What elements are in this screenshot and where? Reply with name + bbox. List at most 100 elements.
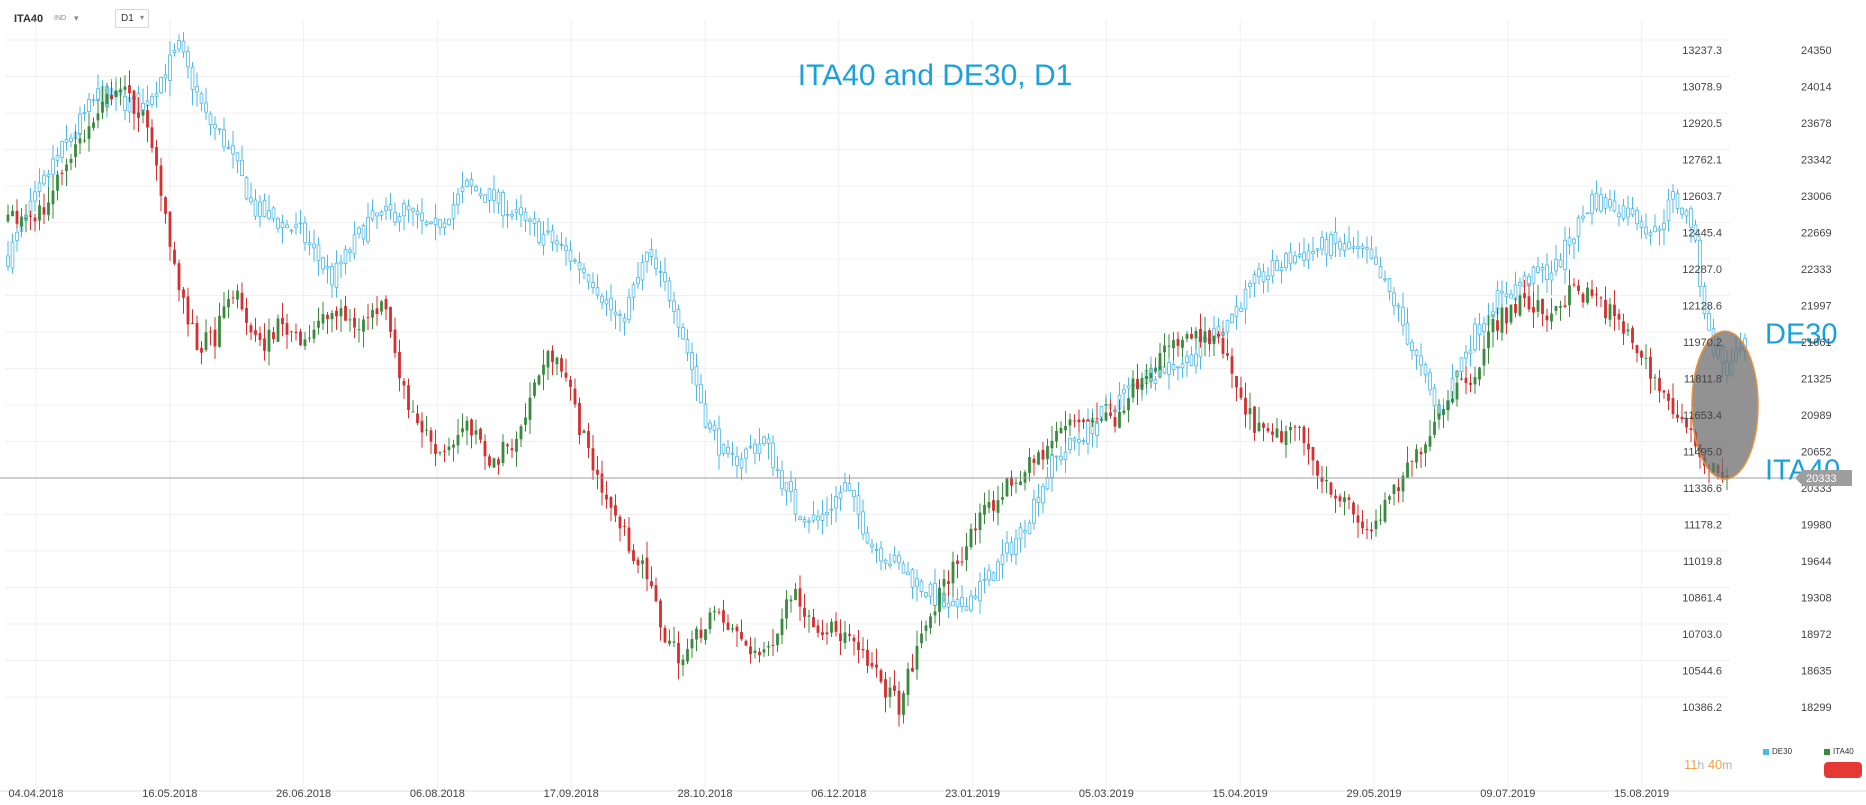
candle-body bbox=[1626, 329, 1630, 332]
candle-body bbox=[712, 424, 717, 431]
candle-body bbox=[1225, 319, 1230, 333]
candle-body bbox=[1505, 307, 1508, 324]
candle-body bbox=[708, 422, 712, 429]
candle-body bbox=[438, 452, 442, 454]
candle-body bbox=[870, 663, 874, 667]
candle-body bbox=[785, 599, 788, 619]
candle-body bbox=[519, 207, 523, 216]
candle-body bbox=[429, 430, 433, 442]
candle-body bbox=[591, 282, 595, 288]
candle-body bbox=[1581, 293, 1585, 303]
candle-body bbox=[884, 679, 887, 698]
candle-body bbox=[861, 511, 865, 535]
candle-body bbox=[222, 129, 226, 148]
candle-body bbox=[1360, 245, 1365, 249]
candle-body bbox=[654, 585, 658, 602]
candle-body bbox=[1693, 224, 1698, 241]
candle-body bbox=[528, 219, 532, 222]
candle-body bbox=[1595, 294, 1598, 296]
sell-button[interactable] bbox=[1824, 762, 1862, 778]
candle-body bbox=[1095, 418, 1099, 420]
candle-body bbox=[753, 443, 757, 454]
candle-body bbox=[33, 217, 37, 222]
candle-body bbox=[1554, 258, 1558, 272]
symbol-chevron-down-icon[interactable]: ▾ bbox=[74, 13, 79, 23]
candle-body bbox=[699, 383, 703, 404]
candle-body bbox=[1351, 246, 1356, 249]
candle-body bbox=[1419, 451, 1423, 455]
candle-body bbox=[1401, 306, 1405, 326]
candle-body bbox=[1320, 476, 1324, 482]
candle-body bbox=[776, 633, 779, 646]
candle-body bbox=[1662, 390, 1666, 393]
candle-body bbox=[515, 438, 518, 452]
candle-body bbox=[15, 210, 19, 224]
candle-body bbox=[1590, 289, 1594, 296]
candle-body bbox=[276, 217, 280, 229]
candle-body bbox=[249, 325, 253, 333]
candle-body bbox=[1428, 372, 1432, 391]
candle-body bbox=[1675, 193, 1680, 209]
candle-body bbox=[1145, 376, 1148, 379]
candle-body bbox=[703, 403, 708, 428]
candle-body bbox=[1122, 388, 1126, 394]
candle-body bbox=[393, 211, 397, 223]
candle-body bbox=[456, 434, 460, 446]
candle-body bbox=[55, 155, 60, 161]
candle-body bbox=[1284, 431, 1288, 446]
candle-body bbox=[533, 382, 536, 396]
y-left-tick-label: 12920.5 bbox=[1682, 118, 1722, 130]
candle-body bbox=[465, 420, 469, 431]
candle-body bbox=[1585, 212, 1590, 215]
candle-body bbox=[1365, 529, 1369, 531]
candle-body bbox=[1369, 248, 1374, 259]
candle-body bbox=[1388, 496, 1391, 500]
candle-body bbox=[366, 217, 370, 243]
candle-body bbox=[1540, 267, 1545, 271]
y-left-tick-label: 10703.0 bbox=[1682, 629, 1722, 641]
candle-body bbox=[1298, 426, 1301, 428]
candle-body bbox=[713, 611, 716, 613]
candle-body bbox=[123, 86, 127, 90]
candle-body bbox=[208, 113, 213, 125]
candle-body bbox=[1189, 354, 1194, 367]
candle-body bbox=[1334, 495, 1337, 499]
candle-body bbox=[875, 664, 878, 668]
candle-body bbox=[1068, 419, 1072, 426]
candle-body bbox=[1324, 238, 1329, 255]
candle-body bbox=[879, 547, 883, 562]
candle-body bbox=[838, 492, 843, 499]
y-left-tick-label: 11336.6 bbox=[1683, 483, 1722, 495]
candle-body bbox=[1509, 293, 1513, 299]
candle-body bbox=[1194, 330, 1198, 339]
candle-body bbox=[902, 693, 905, 715]
candle-body bbox=[352, 234, 357, 255]
candle-body bbox=[442, 222, 447, 228]
candle-body bbox=[974, 528, 977, 531]
candle-body bbox=[1707, 313, 1711, 331]
y-left-tick-label: 10861.4 bbox=[1682, 593, 1722, 605]
candle-body bbox=[1603, 197, 1608, 209]
candle-body bbox=[1181, 339, 1184, 348]
candle-body bbox=[478, 192, 483, 197]
candle-body bbox=[1685, 419, 1688, 428]
candle-body bbox=[1415, 449, 1418, 463]
y-left-tick-label: 11653.4 bbox=[1683, 410, 1722, 422]
candle-body bbox=[78, 113, 82, 135]
candle-body bbox=[173, 249, 176, 264]
candle-body bbox=[1572, 284, 1576, 286]
timeframe-select[interactable]: D1 ▾ bbox=[115, 9, 149, 28]
candle-body bbox=[757, 443, 762, 454]
candle-body bbox=[497, 459, 500, 465]
candle-body bbox=[807, 520, 811, 523]
candle-body bbox=[1514, 304, 1517, 313]
candle-body bbox=[1374, 256, 1378, 265]
candle-body bbox=[559, 244, 564, 246]
candle-body bbox=[1500, 307, 1504, 333]
candle-body bbox=[1477, 324, 1482, 335]
y-right-tick-label: 22333 bbox=[1801, 264, 1832, 276]
candle-body bbox=[105, 93, 109, 105]
candle-body bbox=[1680, 207, 1684, 215]
candle-body bbox=[780, 618, 784, 636]
